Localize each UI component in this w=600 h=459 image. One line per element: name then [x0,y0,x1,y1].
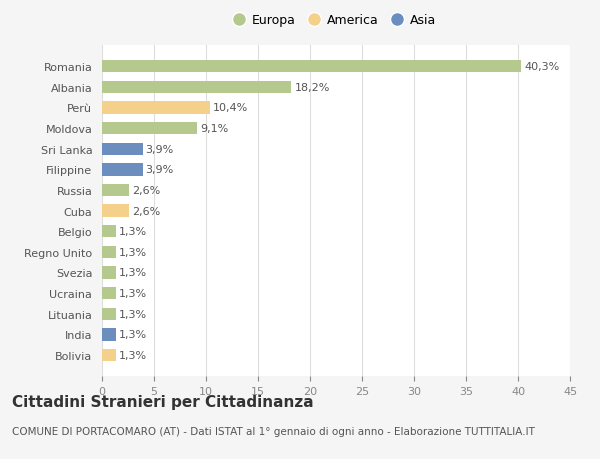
Text: 3,9%: 3,9% [146,165,174,175]
Bar [102,329,116,341]
Text: 1,3%: 1,3% [119,330,147,340]
Text: 1,3%: 1,3% [119,268,147,278]
Bar [102,225,116,238]
Bar [102,205,129,217]
Text: 40,3%: 40,3% [524,62,559,72]
Text: Cittadini Stranieri per Cittadinanza: Cittadini Stranieri per Cittadinanza [12,394,314,409]
Text: 3,9%: 3,9% [146,145,174,154]
Bar [102,308,116,320]
Text: 1,3%: 1,3% [119,350,147,360]
Legend: Europa, America, Asia: Europa, America, Asia [230,9,442,32]
Bar [102,82,291,94]
Text: 10,4%: 10,4% [213,103,248,113]
Bar [102,246,116,258]
Bar [102,349,116,361]
Text: 1,3%: 1,3% [119,309,147,319]
Text: 1,3%: 1,3% [119,247,147,257]
Text: 1,3%: 1,3% [119,227,147,237]
Bar [102,267,116,279]
Bar [102,287,116,300]
Bar [102,61,521,73]
Bar [102,164,143,176]
Bar [102,123,197,135]
Bar [102,102,210,114]
Text: 18,2%: 18,2% [295,83,330,93]
Bar [102,185,129,197]
Bar [102,143,143,156]
Text: 2,6%: 2,6% [132,185,160,196]
Text: 9,1%: 9,1% [200,124,228,134]
Text: COMUNE DI PORTACOMARO (AT) - Dati ISTAT al 1° gennaio di ogni anno - Elaborazion: COMUNE DI PORTACOMARO (AT) - Dati ISTAT … [12,426,535,436]
Text: 2,6%: 2,6% [132,206,160,216]
Text: 1,3%: 1,3% [119,288,147,298]
